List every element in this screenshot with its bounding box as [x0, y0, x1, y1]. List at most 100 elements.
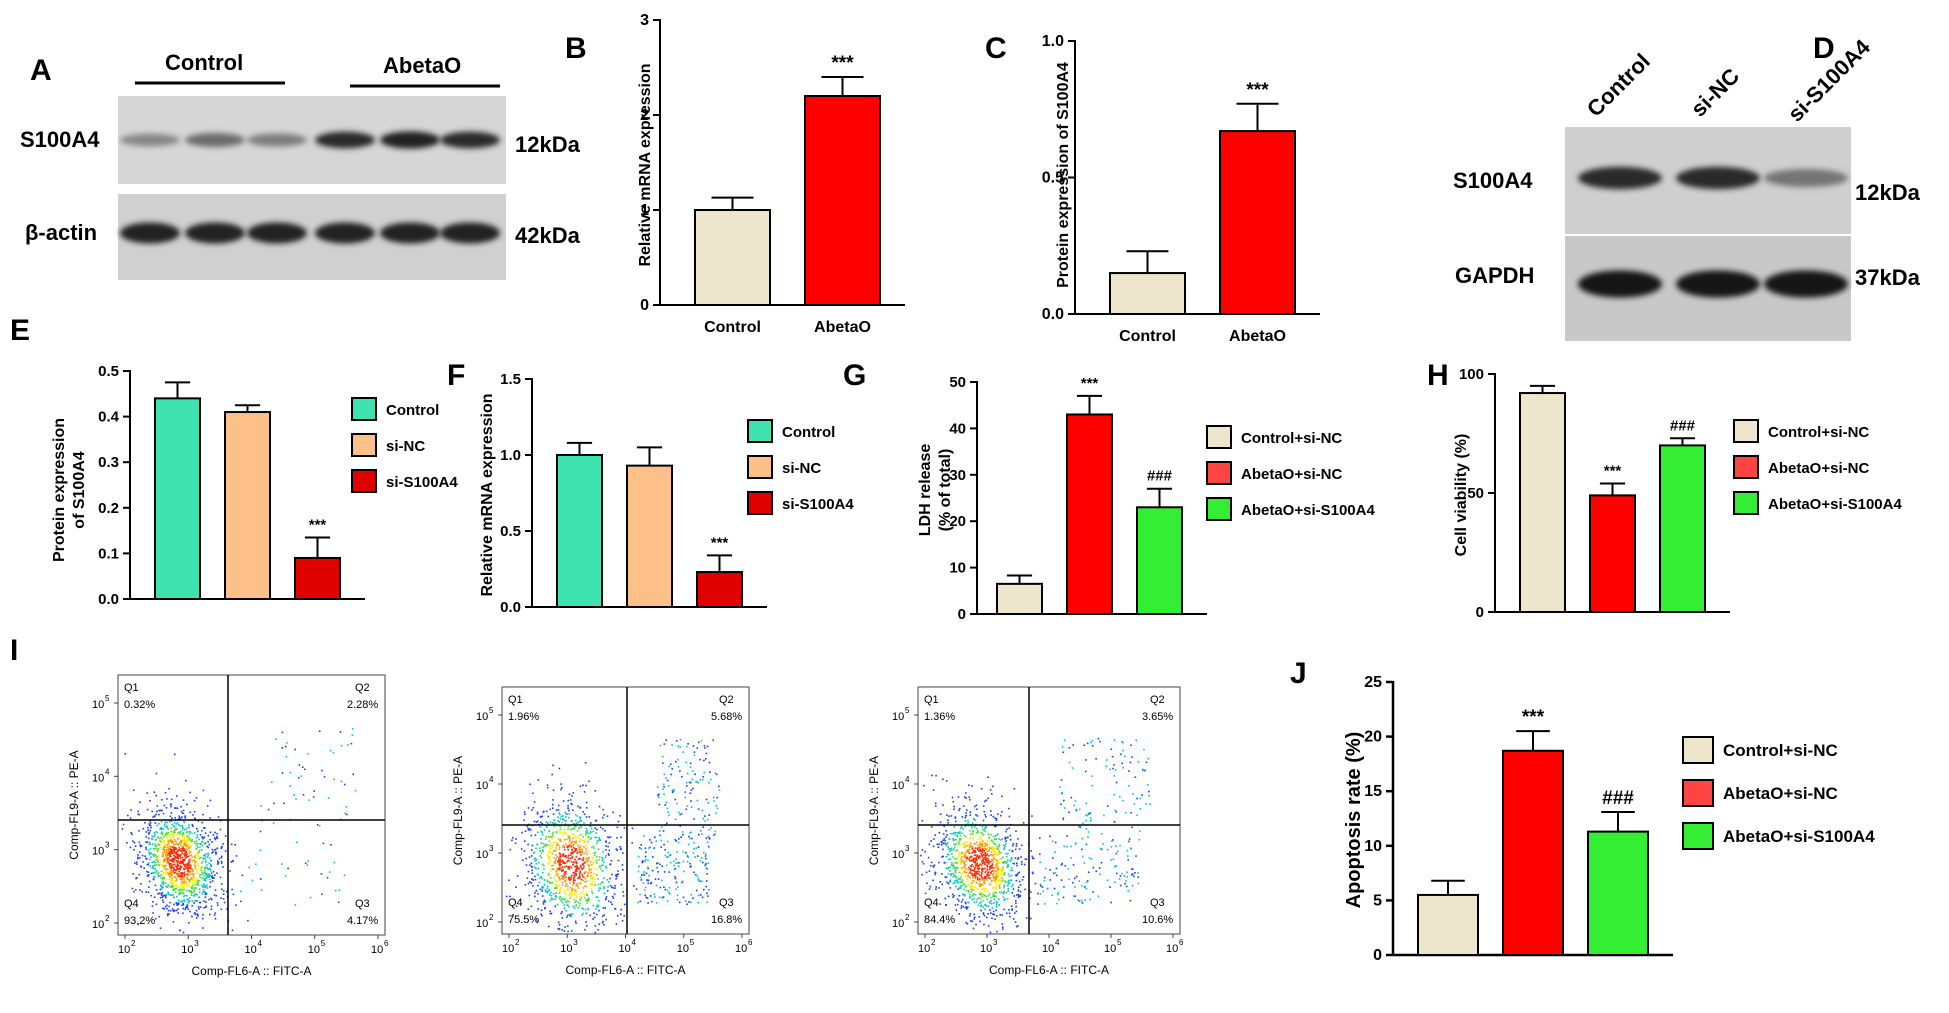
flow-1-event-278	[145, 831, 148, 833]
flow-3-event-223	[1001, 914, 1003, 916]
flow-3-event-267	[1017, 886, 1020, 888]
panel-label-j: J	[1290, 657, 1307, 690]
flow-2-event-1151	[575, 885, 578, 887]
flow-1-event-231	[175, 909, 178, 912]
flow-2-event-317	[687, 743, 689, 745]
flow-1-event-528	[187, 898, 189, 901]
flow-2-event-78	[622, 895, 625, 897]
flow-1-xtick-label-4: 10	[371, 944, 383, 956]
flow-2-event-1141	[554, 861, 556, 863]
flow-3-event-49	[1030, 850, 1032, 852]
flow-3-event-1248	[981, 850, 983, 853]
flow-3-event-243	[986, 916, 988, 919]
flow-3-event-664	[1007, 881, 1009, 883]
flow-2-event-1189	[561, 846, 564, 848]
flow-1-event-154	[163, 804, 166, 807]
flow-2-event-545	[666, 856, 668, 858]
flow-3-event-1089	[963, 862, 965, 864]
flow-2-event-57	[620, 913, 622, 915]
flow-3-event-1188	[970, 872, 973, 875]
flow-3-event-29	[1037, 892, 1039, 895]
flow-3-event-310	[1131, 874, 1133, 876]
flow-3-event-198	[1019, 890, 1022, 893]
G-ytick-label-1: 10	[949, 560, 966, 577]
flow-3-event-713	[973, 826, 976, 828]
flow-3-event-974	[960, 868, 963, 870]
flow-1-event-288	[155, 889, 158, 891]
flow-3-event-926	[997, 880, 1000, 882]
flow-3-event-1258	[969, 856, 971, 859]
B-ytick-label-2: 2	[640, 107, 649, 124]
flow-3-event-1146	[971, 845, 974, 848]
flow-2-event-1003	[579, 892, 581, 895]
flow-3-event-273	[1097, 737, 1100, 740]
flow-3-event-1307	[975, 871, 977, 873]
flow-2-ylabel: Comp-FL9-A :: PE-A	[451, 756, 465, 865]
flow-3-event-789	[967, 889, 970, 892]
flow-1-event-18	[230, 843, 233, 846]
flow-2-event-483	[598, 836, 600, 839]
flow-2-event-758	[601, 864, 604, 866]
flow-1-event-1054	[166, 844, 169, 846]
flow-2-event-334	[650, 881, 653, 884]
flow-1-event-1082	[192, 870, 194, 873]
flow-2-event-492	[697, 878, 700, 880]
flow-3-event-960	[971, 837, 974, 840]
flow-2-event-434	[554, 905, 556, 908]
flow-2-event-1311	[565, 870, 567, 873]
flow-2-event-1297	[562, 854, 564, 857]
flow-3-event-1142	[984, 847, 986, 850]
flow-3-event-920	[994, 848, 997, 851]
flow-2-event-725	[642, 873, 645, 876]
flow-2-event-225	[616, 873, 618, 876]
flow-3-event-203	[1018, 895, 1020, 898]
flow-2-event-1032	[557, 837, 560, 840]
flow-3-event-1157	[967, 850, 970, 853]
flow-3-event-725	[960, 885, 963, 887]
flow-2-event-1179	[569, 882, 571, 884]
flow-2-event-601	[568, 816, 570, 819]
flow-1-event-119	[220, 855, 223, 858]
flow-2-event-855	[577, 901, 580, 904]
flow-1-event-1256	[170, 863, 172, 865]
flow-3-event-265	[964, 906, 966, 909]
flow-2-event-1039	[575, 891, 578, 894]
flow-3-event-604	[998, 898, 1000, 900]
flow-3-event-122	[1143, 769, 1146, 772]
flow-2-event-559	[552, 898, 554, 900]
flow-2-event-1052	[586, 850, 589, 852]
flow-3-event-247	[1141, 768, 1144, 771]
flow-1-event-496	[300, 775, 303, 777]
flow-3-event-385	[1004, 838, 1006, 840]
flow-1-event-438	[147, 849, 150, 852]
flow-2-event-774	[539, 855, 542, 857]
flow-2-event-377	[609, 884, 612, 887]
flow-2-event-629	[692, 852, 695, 854]
flow-1-event-1363	[179, 865, 182, 867]
flow-3-event-257	[1131, 868, 1133, 870]
flow-3-event-1064	[963, 865, 965, 868]
blotA-bands-band-r1-l3	[315, 222, 375, 244]
flow-2-event-683	[696, 799, 699, 802]
flow-2-event-920	[549, 877, 552, 879]
flow-1-event-596	[160, 828, 163, 830]
flow-3-event-275	[954, 816, 957, 818]
flow-3-event-1273	[969, 865, 972, 867]
flow-1-event-532	[354, 789, 357, 792]
flow-2-event-677	[667, 811, 670, 813]
flow-1-event-672	[157, 836, 159, 838]
flow-2-event-121	[704, 855, 707, 857]
flow-1-event-638	[173, 825, 176, 828]
G-bar-0	[996, 582, 1043, 616]
flow-2-event-21	[594, 790, 597, 792]
flow-1-event-754	[162, 876, 164, 879]
flow-2-event-796	[599, 883, 602, 885]
flow-2-event-1247	[573, 879, 575, 882]
flow-2-event-459	[581, 914, 583, 916]
E-ytick-label-1: 0.1	[98, 545, 119, 562]
flow-2-event-703	[596, 842, 598, 845]
flow-2-event-783	[704, 864, 706, 867]
flow-3-event-346	[1061, 862, 1063, 865]
flow-2-event-832	[587, 899, 590, 901]
flow-3-event-315	[987, 913, 989, 915]
